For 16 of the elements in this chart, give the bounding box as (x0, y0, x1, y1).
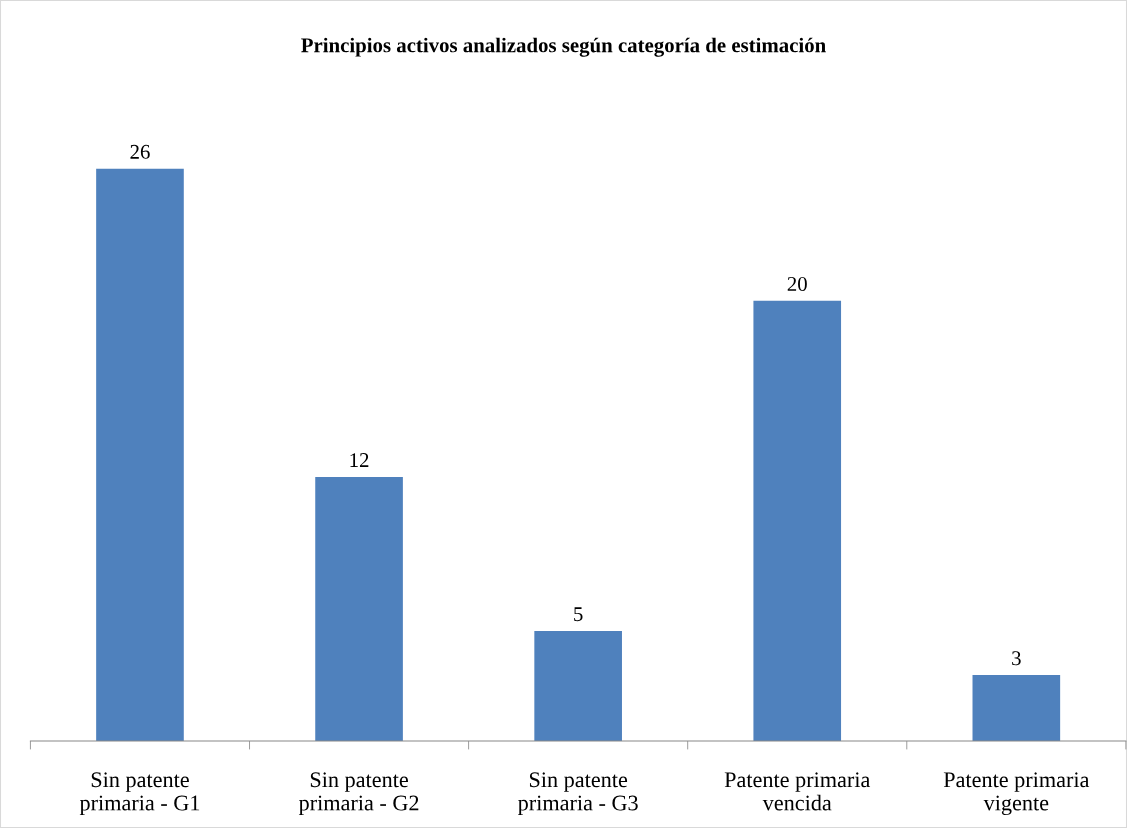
data-label: 5 (574, 607, 583, 622)
data-label: 26 (130, 144, 150, 159)
data-label: 3 (1012, 651, 1021, 666)
bar (534, 630, 622, 742)
data-label: 12 (350, 453, 369, 467)
bar (96, 168, 184, 742)
chart-title: Principios activos analizados según categoría de estimación (301, 37, 826, 57)
bar (972, 675, 1061, 742)
x-tick-label: Sin patente primaria - G3 (518, 772, 638, 816)
bar (315, 476, 403, 742)
x-tick-label: Patente primaria vigente (943, 772, 1090, 816)
x-tick-label: Sin patente primaria - G2 (298, 772, 419, 816)
bar (753, 300, 842, 742)
x-tick-label: Sin patente primaria - G1 (79, 772, 200, 816)
x-tick-label: Patente primaria vencida (724, 772, 871, 811)
data-label: 20 (787, 276, 807, 291)
